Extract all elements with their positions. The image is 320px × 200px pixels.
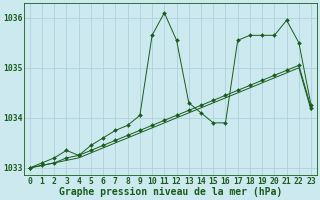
X-axis label: Graphe pression niveau de la mer (hPa): Graphe pression niveau de la mer (hPa) [59,187,282,197]
